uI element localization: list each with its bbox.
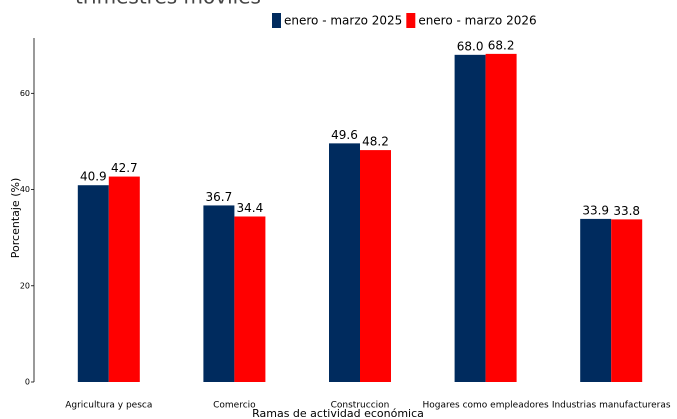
- x-tick-label: Construccion: [331, 401, 390, 411]
- bar: [234, 216, 266, 382]
- legend-label: enero - marzo 2026: [418, 14, 536, 28]
- bar: [203, 205, 235, 382]
- y-tick-label: 0: [25, 378, 30, 387]
- bar: [108, 176, 140, 382]
- chart-title: trimestres móviles: [75, 0, 261, 9]
- x-tick-label: Agricultura y pesca: [65, 401, 152, 411]
- y-axis-label: Porcentaje (%): [9, 178, 22, 258]
- legend-swatch: [272, 13, 281, 28]
- value-label: 68.2: [488, 38, 515, 52]
- bar: [360, 150, 391, 382]
- bar: [329, 143, 360, 382]
- bar: [580, 218, 612, 382]
- value-label: 40.9: [80, 170, 107, 184]
- x-tick-label: Hogares como empleadores: [422, 401, 549, 411]
- value-label: 42.7: [111, 161, 138, 175]
- y-tick-label: 60: [20, 89, 30, 98]
- value-label: 48.2: [362, 135, 389, 149]
- x-tick-label: Industrias manufactureras: [552, 401, 671, 411]
- y-tick-label: 20: [20, 281, 30, 290]
- x-tick-label: Comercio: [213, 401, 256, 411]
- bar: [77, 185, 109, 382]
- value-label: 49.6: [331, 128, 358, 142]
- bar: [485, 53, 517, 382]
- value-label: 34.4: [237, 201, 264, 215]
- legend-swatch: [406, 13, 416, 28]
- x-axis-label: Ramas de actividad económica: [252, 407, 424, 419]
- bar: [454, 54, 486, 382]
- value-label: 33.9: [582, 203, 609, 217]
- value-label: 36.7: [206, 190, 233, 204]
- bar: [611, 219, 643, 382]
- y-tick-label: 40: [20, 185, 30, 194]
- legend-label: enero - marzo 2025: [284, 14, 402, 28]
- value-label: 68.0: [457, 39, 484, 53]
- value-label: 33.8: [613, 204, 640, 218]
